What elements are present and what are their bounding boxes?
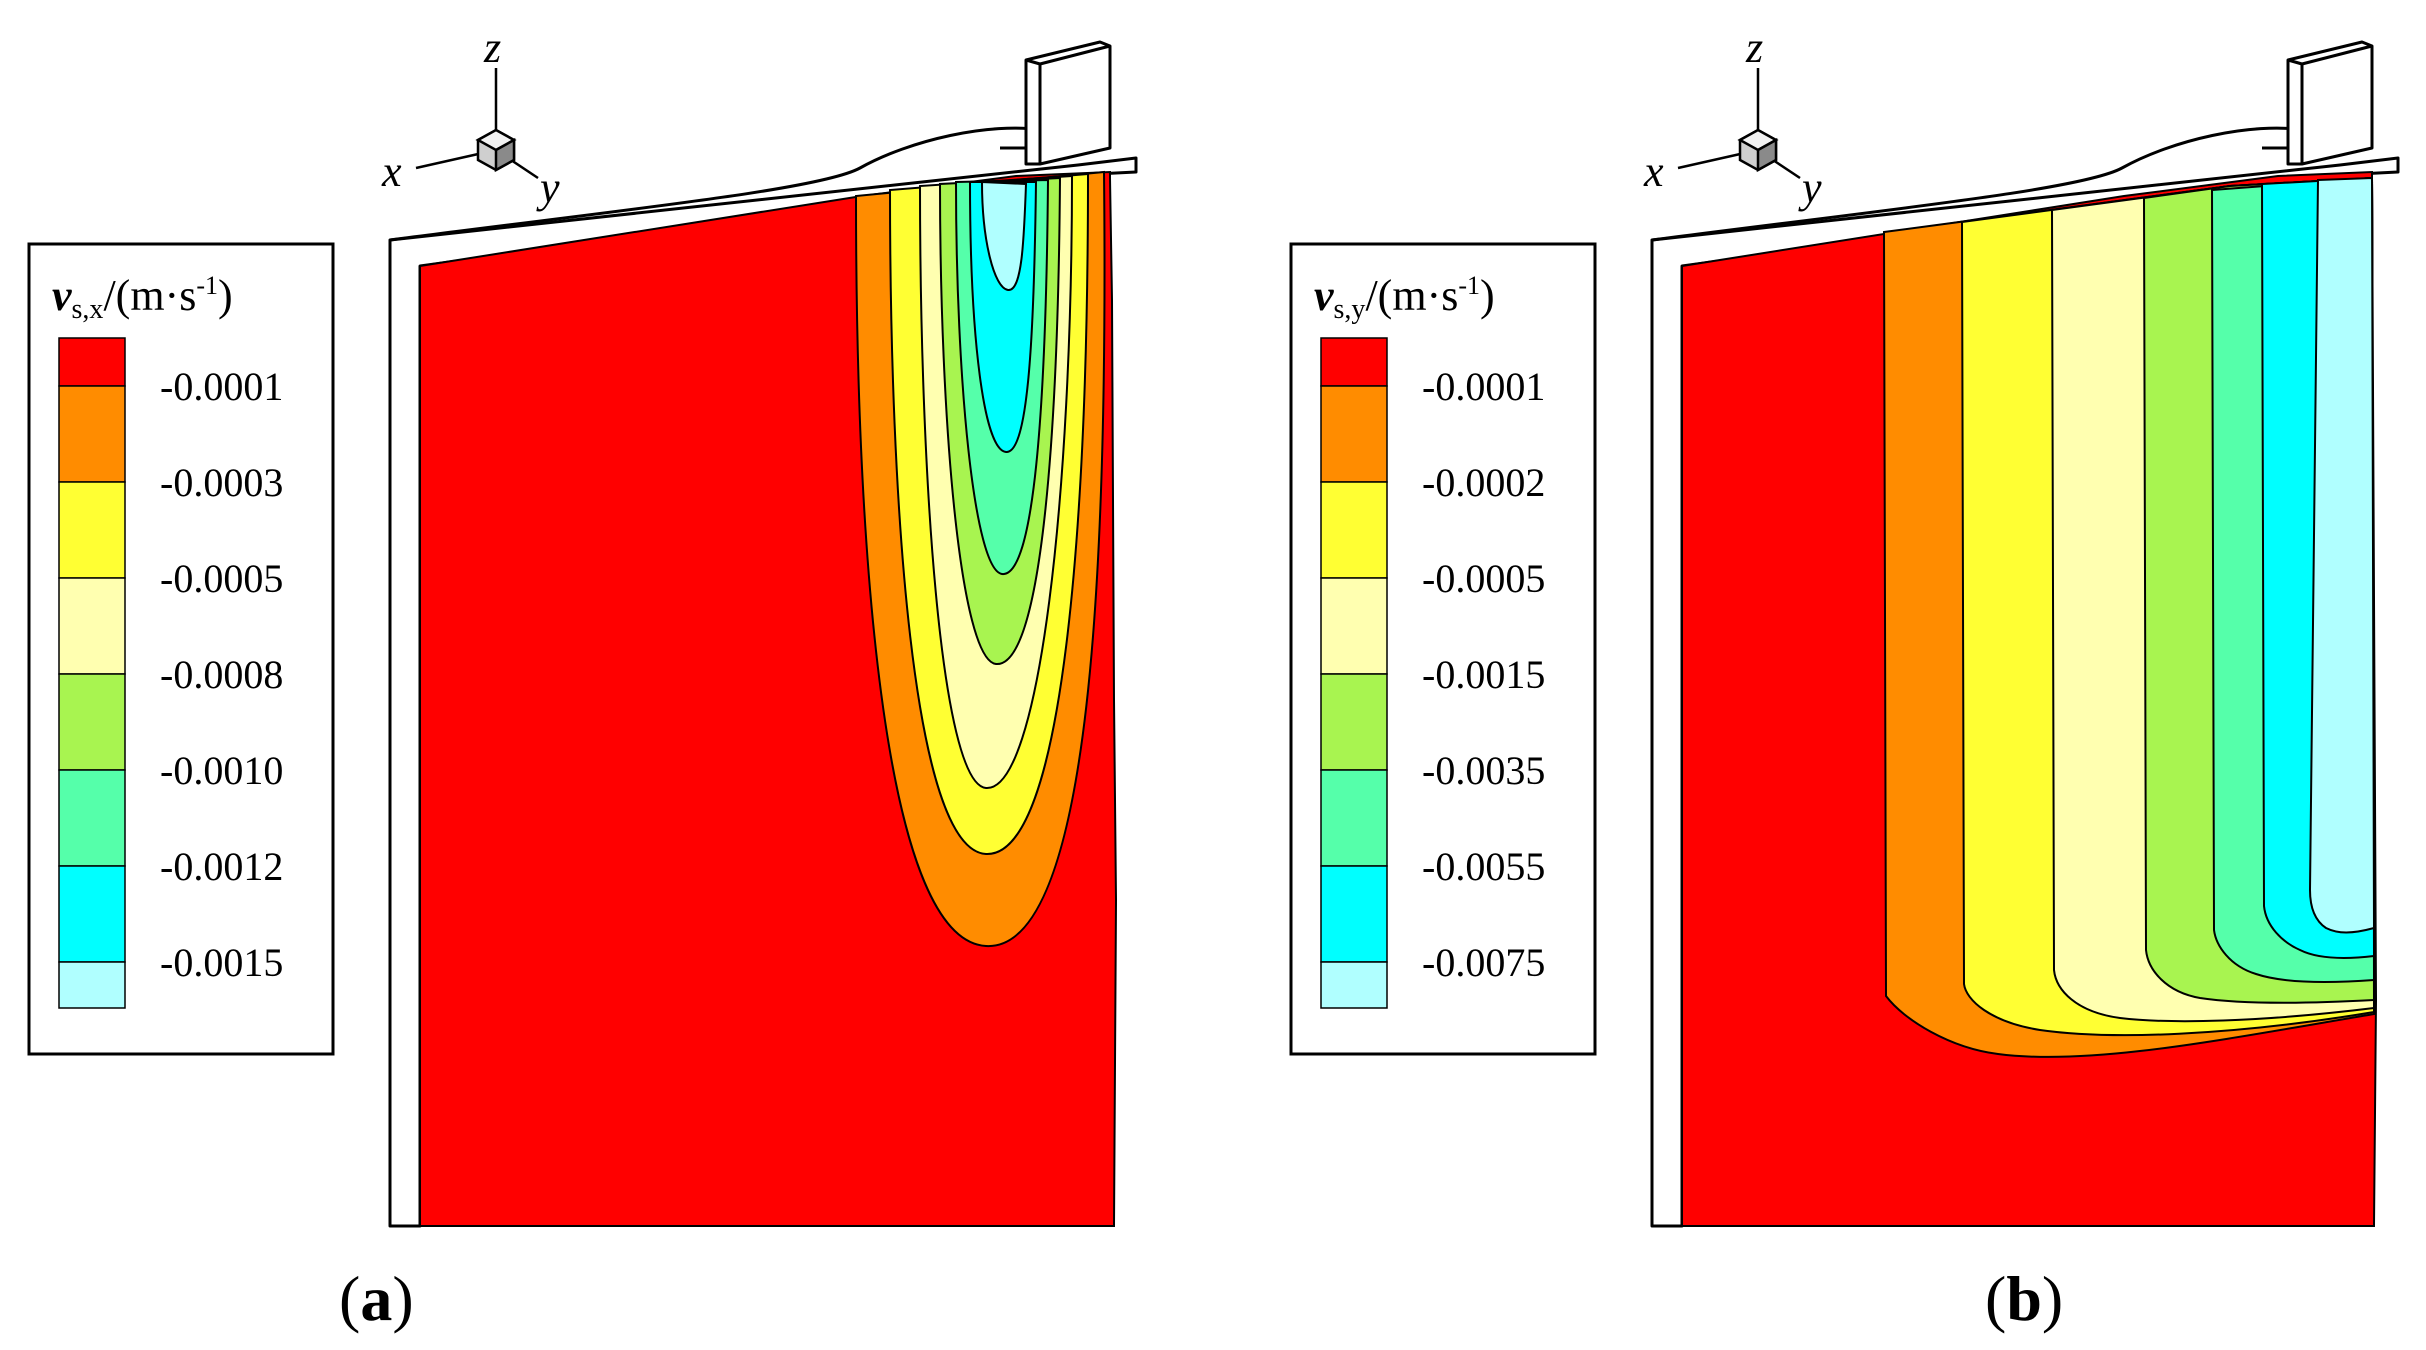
legend-a-swatch-6 [58,769,126,867]
legend-a-title: vs,x/(m·s-1) [52,271,233,325]
legend-a-swatch-7 [58,865,126,963]
axis-b-x-label: x [1643,147,1664,196]
legend-a-swatch-3 [58,481,126,579]
vessel-a [388,40,1138,1228]
legend-b-label-1: -0.0001 [1422,364,1545,409]
panel-label-a: (a) [339,1263,414,1334]
legend-a-label-2: -0.0003 [160,460,283,505]
axis-triad-b [1677,68,1801,180]
contour-field-a [419,170,1118,1227]
axis-triad-a [415,68,539,180]
legend-a: vs,x/(m·s-1) -0.0001 -0.0003 -0.0005 -0.… [27,242,335,1056]
axis-b-y-label: y [1798,163,1822,212]
legend-a-swatch-2 [58,385,126,483]
legend-b: vs,y/(m·s-1) -0.0001 -0.0002 -0.0005 -0.… [1289,242,1597,1056]
axis-a-z-label: z [483,23,501,72]
legend-b-swatch-3 [1320,481,1388,579]
contour-b-level-7 [2308,176,2376,934]
panel-label-b: (b) [1985,1263,2063,1334]
contour-a-level-7 [980,180,1028,291]
legend-a-swatch-4 [58,577,126,675]
legend-b-swatch-5 [1320,673,1388,771]
legend-b-swatch-6 [1320,769,1388,867]
axis-b-z-label: z [1745,23,1763,72]
axis-a-y-label: y [536,163,560,212]
legend-b-label-7: -0.0075 [1422,940,1545,985]
panel-b: vs,y/(m·s-1) -0.0001 -0.0002 -0.0005 -0.… [1289,23,2400,1228]
legend-a-label-4: -0.0008 [160,652,283,697]
legend-b-swatch-4 [1320,577,1388,675]
legend-b-label-4: -0.0015 [1422,652,1545,697]
legend-a-label-1: -0.0001 [160,364,283,409]
vessel-b [1650,40,2400,1228]
legend-b-swatch-7 [1320,865,1388,963]
legend-b-label-3: -0.0005 [1422,556,1545,601]
legend-a-label-5: -0.0010 [160,748,283,793]
legend-a-label-6: -0.0012 [160,844,283,889]
legend-a-label-7: -0.0015 [160,940,283,985]
legend-b-swatch-1 [1320,337,1388,387]
legend-b-label-2: -0.0002 [1422,460,1545,505]
legend-b-swatch-2 [1320,385,1388,483]
legend-a-swatch-8 [58,961,126,1009]
contour-field-b [1681,170,2378,1227]
legend-b-label-6: -0.0055 [1422,844,1545,889]
panel-a: vs,x/(m·s-1) -0.0001 -0.0003 -0.0005 -0.… [27,23,1138,1228]
legend-a-label-3: -0.0005 [160,556,283,601]
legend-a-swatch-5 [58,673,126,771]
axis-a-x-label: x [381,147,402,196]
legend-b-label-5: -0.0035 [1422,748,1545,793]
legend-a-swatch-1 [58,337,126,387]
legend-b-title: vs,y/(m·s-1) [1314,271,1495,325]
legend-b-swatch-8 [1320,961,1388,1009]
